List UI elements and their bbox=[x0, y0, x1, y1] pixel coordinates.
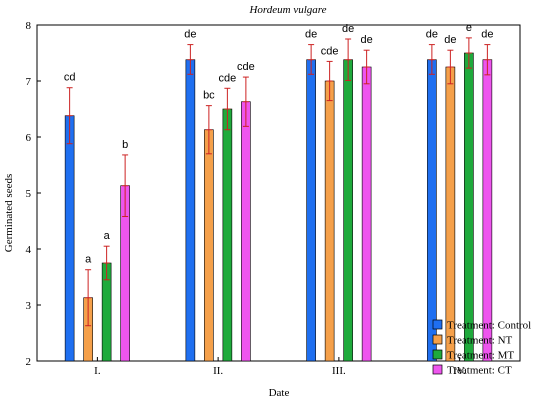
significance-label: de bbox=[184, 29, 196, 41]
significance-label: e bbox=[466, 22, 472, 34]
significance-label: cde bbox=[219, 72, 237, 84]
bar bbox=[324, 80, 335, 362]
x-tick-label: IV. bbox=[453, 365, 466, 377]
bar bbox=[222, 108, 233, 362]
legend-swatch bbox=[432, 334, 443, 345]
legend-swatch bbox=[432, 319, 443, 330]
legend-label: Treatment: CT bbox=[447, 365, 512, 377]
significance-label: de bbox=[426, 29, 438, 41]
bar bbox=[427, 59, 437, 362]
bar bbox=[445, 66, 456, 362]
significance-label: a bbox=[85, 254, 92, 266]
legend-swatch bbox=[432, 364, 443, 375]
x-axis-label: Date bbox=[269, 387, 290, 399]
y-tick-label: 5 bbox=[26, 188, 32, 200]
y-tick-label: 2 bbox=[26, 356, 32, 368]
legend-label: Treatment: Control bbox=[447, 320, 531, 332]
significance-label: b bbox=[122, 139, 128, 151]
legend-label: Treatment: MT bbox=[447, 350, 514, 362]
significance-label: a bbox=[104, 230, 111, 242]
chart-title: Hordeum vulgare bbox=[248, 4, 326, 16]
bar bbox=[185, 59, 196, 362]
significance-label: cde bbox=[321, 45, 339, 57]
x-tick-label: I. bbox=[94, 365, 101, 377]
significance-label: bc bbox=[203, 90, 215, 102]
x-tick-label: III. bbox=[332, 365, 346, 377]
bar bbox=[241, 101, 251, 362]
y-tick-label: 7 bbox=[26, 76, 32, 88]
bar bbox=[306, 59, 316, 362]
y-tick-label: 6 bbox=[26, 132, 32, 144]
y-tick-label: 4 bbox=[26, 244, 32, 256]
bar-marks bbox=[64, 52, 493, 362]
bar bbox=[482, 59, 493, 362]
significance-label: cde bbox=[237, 61, 255, 73]
y-tick-label: 3 bbox=[26, 300, 32, 312]
x-tick-label: II. bbox=[213, 365, 223, 377]
y-axis-label: Germinated seeds bbox=[3, 174, 15, 253]
significance-label: de bbox=[361, 34, 373, 46]
bar bbox=[361, 66, 372, 362]
significance-label: de bbox=[481, 29, 493, 41]
significance-label: de bbox=[305, 29, 317, 41]
bar bbox=[343, 59, 353, 362]
legend-label: Treatment: NT bbox=[447, 335, 513, 347]
significance-label: de bbox=[444, 34, 456, 46]
bar bbox=[204, 129, 214, 362]
bar bbox=[464, 52, 474, 362]
legend-swatch bbox=[432, 349, 443, 360]
y-axis: 2 3 4 5 6 7 8 bbox=[26, 20, 41, 368]
y-tick-label: 8 bbox=[26, 20, 32, 32]
x-axis: I. II. III. IV. bbox=[94, 357, 466, 377]
significance-label: cd bbox=[64, 72, 76, 84]
bar bbox=[64, 115, 75, 362]
significance-label: de bbox=[342, 23, 354, 35]
legend: Treatment: Control Treatment: NT Treatment… bbox=[432, 319, 531, 377]
error-bars bbox=[66, 37, 491, 327]
